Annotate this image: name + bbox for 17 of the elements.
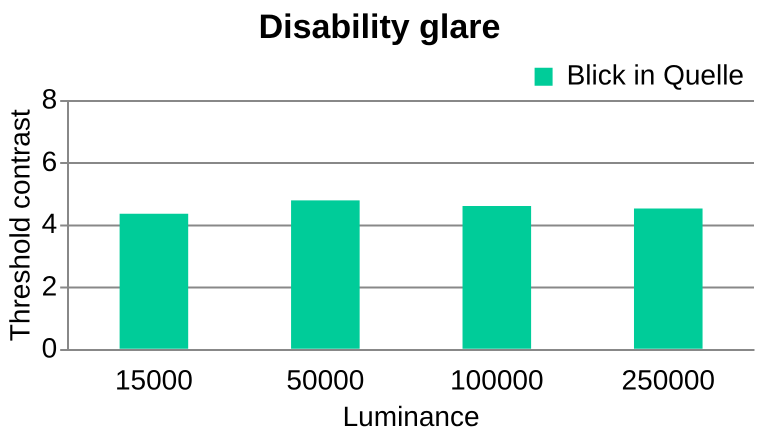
x-axis-title: Luminance <box>342 400 480 432</box>
y-tick-label: 6 <box>42 146 58 177</box>
x-tick-label: 100000 <box>450 364 544 396</box>
legend-label: Blick in Quelle <box>566 60 744 91</box>
x-tick-label: 250000 <box>622 364 715 396</box>
y-tick-label: 4 <box>42 208 58 240</box>
y-tick-label: 2 <box>42 270 58 302</box>
chart-title: Disability glare <box>258 8 500 46</box>
bar <box>291 200 360 349</box>
y-axis-title: Threshold contrast <box>4 109 36 342</box>
x-tick-label: 15000 <box>114 364 193 396</box>
bar <box>120 214 188 349</box>
y-tick-label: 0 <box>42 332 58 364</box>
bar <box>634 208 703 349</box>
y-tick-label: 8 <box>42 84 58 115</box>
bar <box>462 206 532 349</box>
x-tick-label: 50000 <box>286 364 364 396</box>
